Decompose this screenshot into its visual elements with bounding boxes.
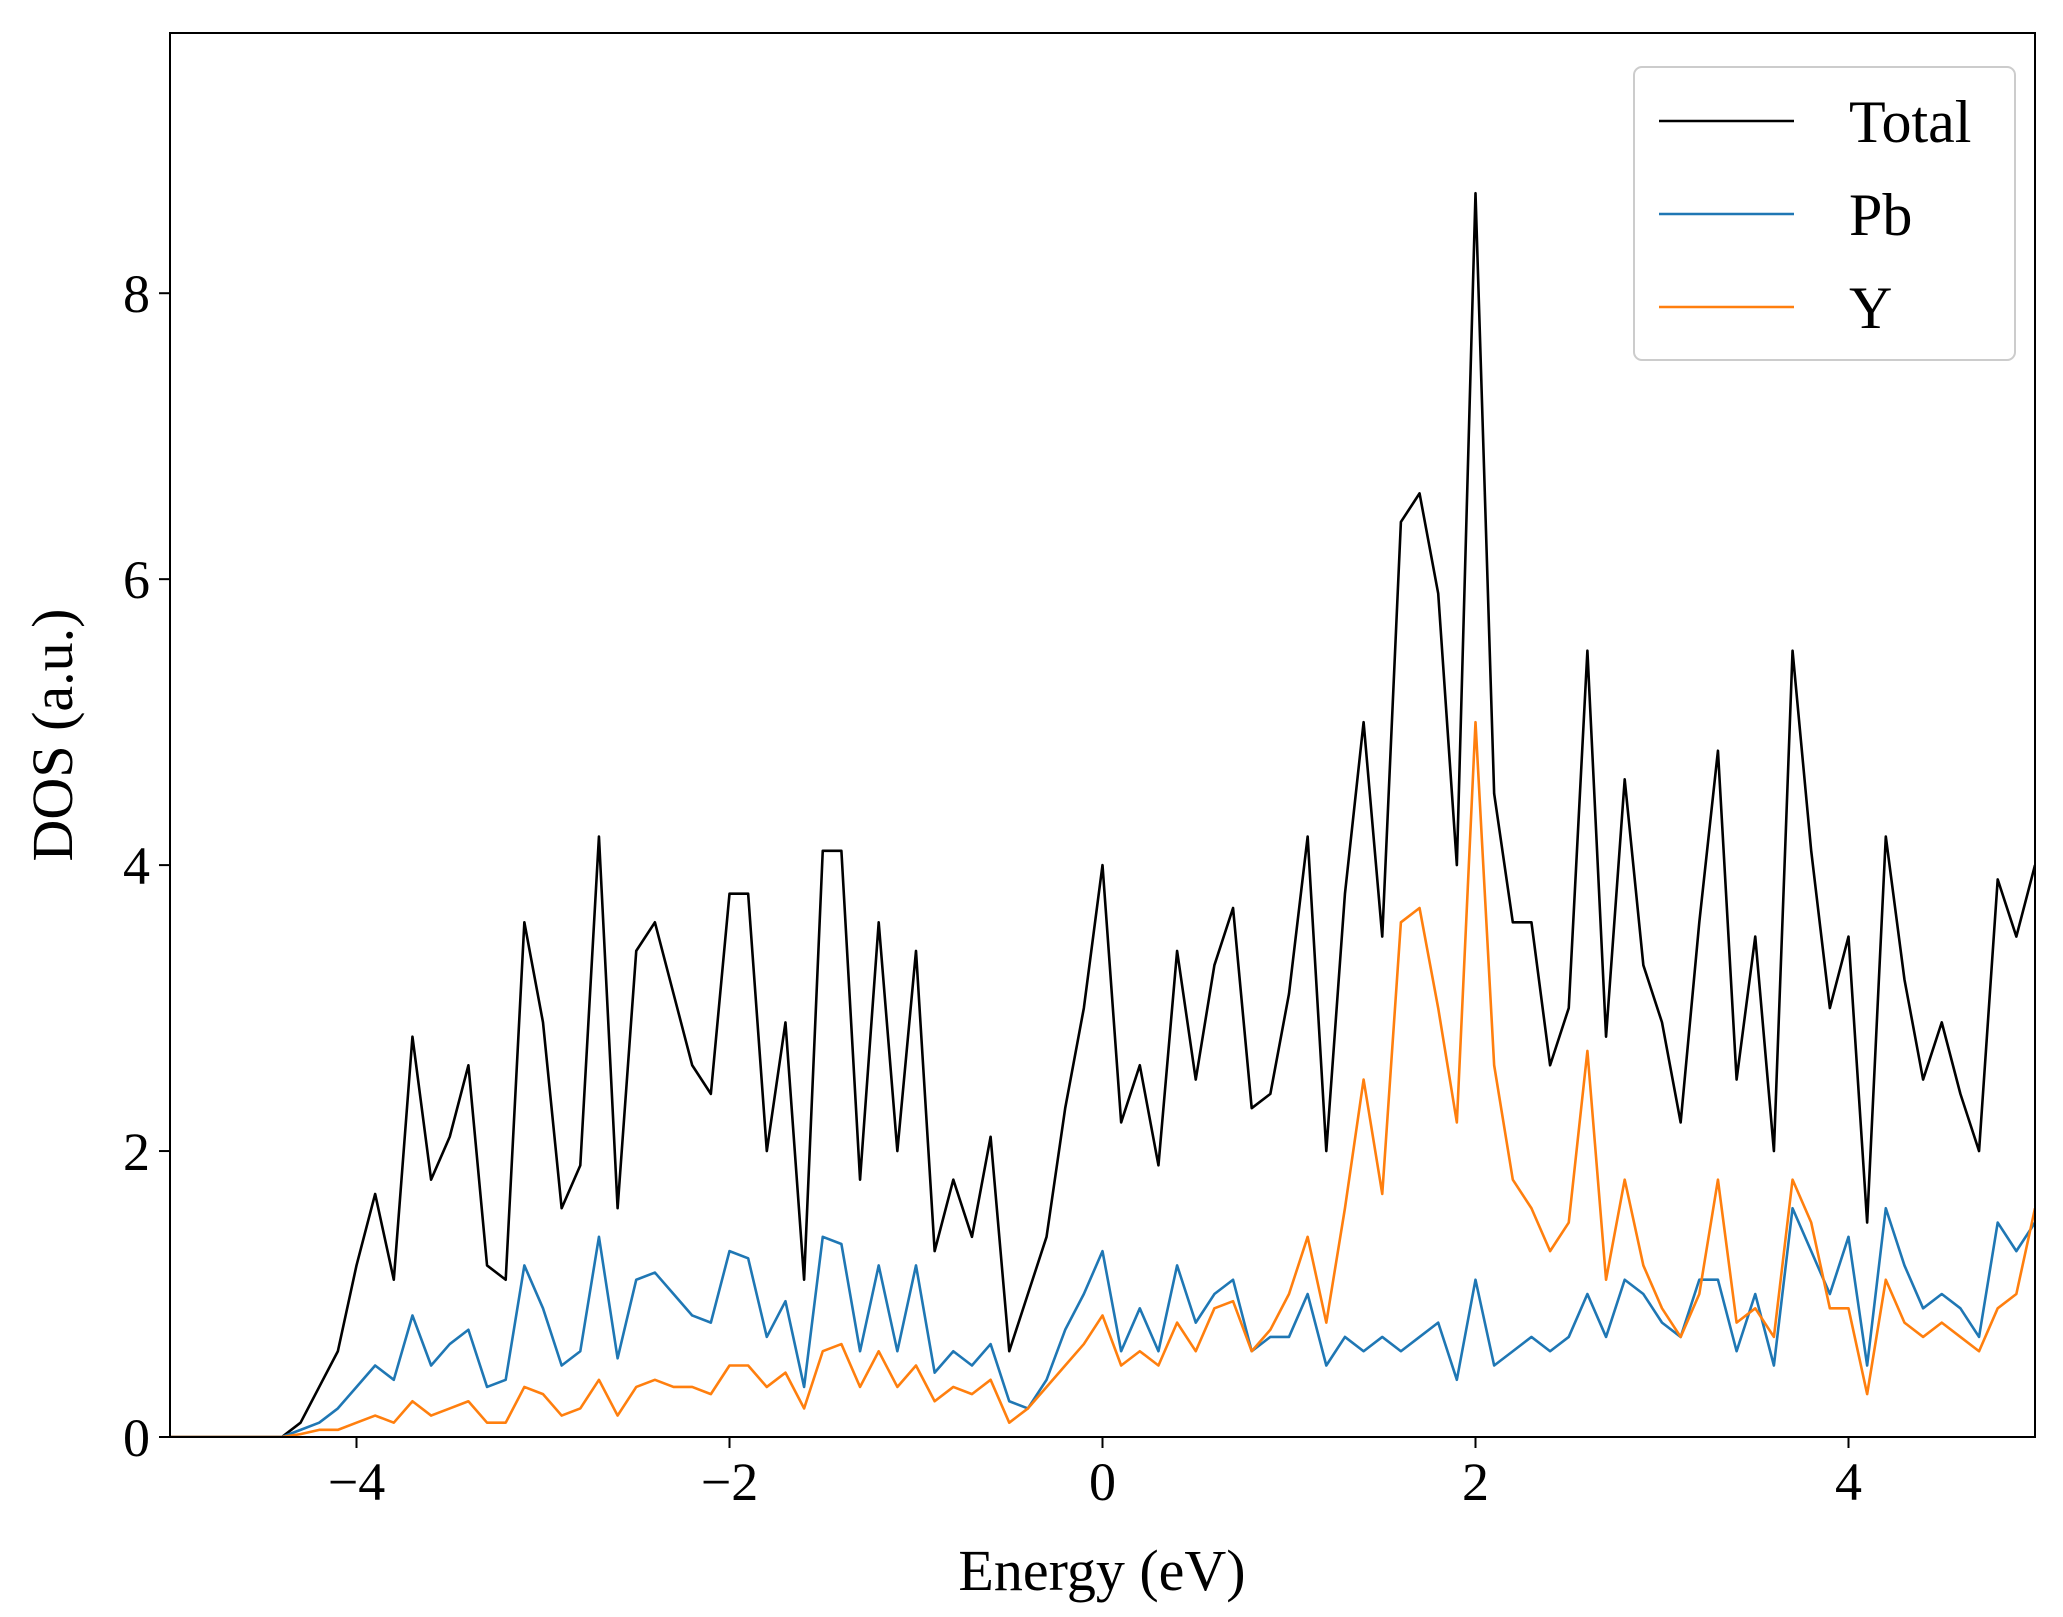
y-tick-label: 6	[123, 550, 150, 610]
series-line	[170, 720, 2035, 1437]
x-tick-label: 2	[1462, 1452, 1489, 1512]
legend-box	[1633, 66, 2016, 361]
y-tick-label: 2	[123, 1122, 150, 1182]
x-tick-label: 4	[1835, 1452, 1862, 1512]
y-tick-label: 0	[123, 1408, 150, 1468]
x-tick-label: 0	[1089, 1452, 1116, 1512]
series-line	[170, 191, 2035, 1437]
y-axis-label: DOS (a.u.)	[20, 609, 85, 862]
x-tick-label: −4	[328, 1452, 385, 1512]
x-axis-label: Energy (eV)	[958, 1538, 1245, 1603]
x-tick-label: −2	[701, 1452, 758, 1512]
y-tick-label: 4	[123, 836, 150, 896]
legend-label: Y	[1849, 275, 1892, 341]
series-line	[170, 1206, 2035, 1437]
legend-label: Total	[1849, 89, 1971, 155]
y-tick-label: 8	[123, 264, 150, 324]
legend-label: Pb	[1849, 182, 1912, 248]
